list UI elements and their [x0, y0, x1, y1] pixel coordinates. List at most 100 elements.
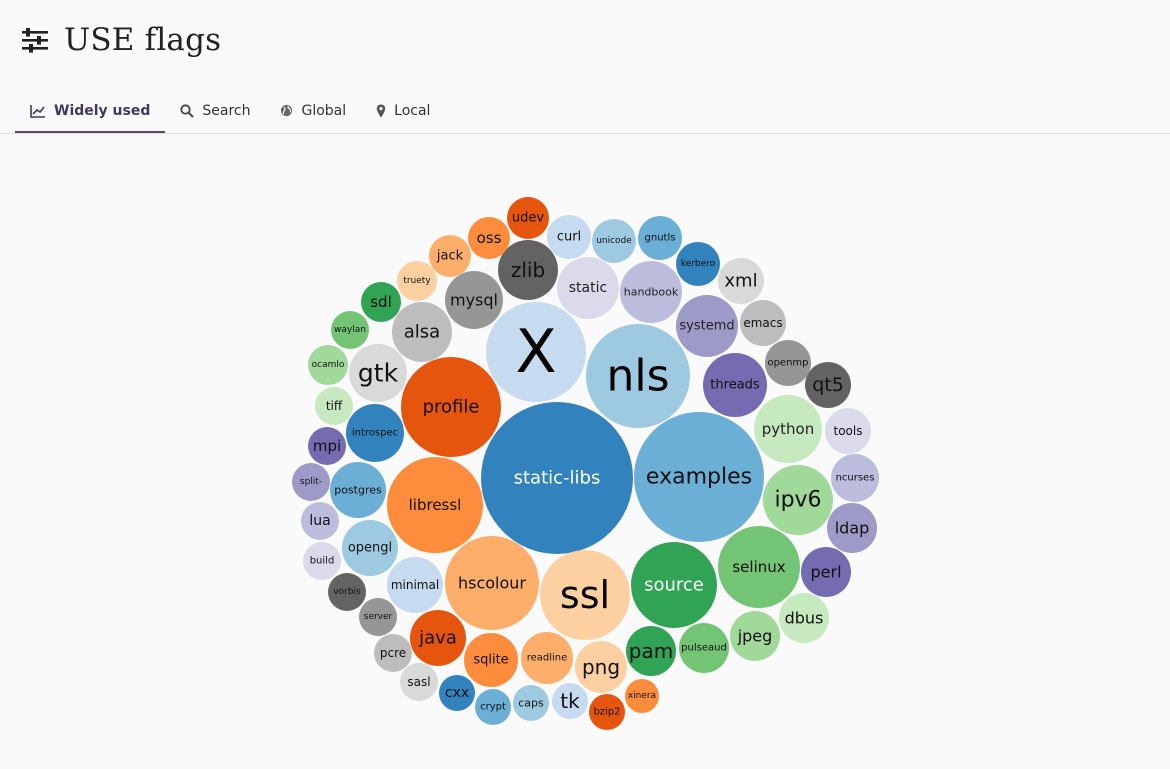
bubble-circle[interactable] — [754, 395, 822, 463]
bubble-sdl[interactable]: sdl — [361, 282, 401, 322]
bubble-systemd[interactable]: systemd — [676, 295, 738, 357]
bubble-java[interactable]: java — [410, 610, 466, 666]
bubble-circle[interactable] — [397, 261, 437, 301]
bubble-circle[interactable] — [547, 215, 591, 259]
bubble-ssl[interactable]: ssl — [540, 550, 630, 640]
bubble-circle[interactable] — [401, 357, 501, 457]
bubble-oss[interactable]: oss — [468, 217, 510, 259]
bubble-split[interactable]: split- — [292, 463, 330, 501]
bubble-circle[interactable] — [638, 216, 682, 260]
bubble-qt5[interactable]: qt5 — [805, 362, 851, 408]
bubble-circle[interactable] — [679, 623, 729, 673]
bubble-circle[interactable] — [521, 632, 573, 684]
bubble-zlib[interactable]: zlib — [498, 240, 558, 300]
bubble-python[interactable]: python — [754, 395, 822, 463]
bubble-mpi[interactable]: mpi — [308, 427, 346, 465]
bubble-server[interactable]: server — [359, 598, 397, 636]
bubble-circle[interactable] — [631, 542, 717, 628]
bubble-vorbis[interactable]: vorbis — [328, 573, 366, 611]
bubble-emacs[interactable]: emacs — [740, 300, 786, 346]
bubble-ipv6[interactable]: ipv6 — [763, 465, 833, 535]
bubble-examples[interactable]: examples — [634, 412, 764, 542]
bubble-circle[interactable] — [831, 454, 879, 502]
bubble-pam[interactable]: pam — [626, 626, 676, 676]
bubble-circle[interactable] — [429, 235, 471, 277]
bubble-circle[interactable] — [552, 683, 588, 719]
bubble-circle[interactable] — [308, 427, 346, 465]
bubble-pcre[interactable]: pcre — [374, 634, 412, 672]
bubble-circle[interactable] — [346, 404, 404, 462]
bubble-udev[interactable]: udev — [507, 197, 549, 239]
bubble-postgres[interactable]: postgres — [330, 462, 386, 518]
bubble-circle[interactable] — [498, 240, 558, 300]
bubble-circle[interactable] — [765, 340, 811, 386]
bubble-circle[interactable] — [740, 300, 786, 346]
bubble-jack[interactable]: jack — [429, 235, 471, 277]
bubble-circle[interactable] — [468, 217, 510, 259]
bubble-alsa[interactable]: alsa — [392, 302, 452, 362]
bubble-circle[interactable] — [540, 550, 630, 640]
tab-global[interactable]: Global — [265, 90, 361, 131]
bubble-circle[interactable] — [634, 412, 764, 542]
bubble-tiff[interactable]: tiff — [315, 387, 353, 425]
bubble-circle[interactable] — [410, 610, 466, 666]
bubble-circle[interactable] — [445, 271, 503, 329]
bubble-introspec[interactable]: introspec — [346, 404, 404, 462]
bubble-sasl[interactable]: sasl — [400, 663, 438, 701]
bubble-circle[interactable] — [315, 387, 353, 425]
bubble-circle[interactable] — [387, 457, 483, 553]
bubble-crypt[interactable]: crypt — [475, 689, 511, 725]
bubble-ocamlo[interactable]: ocamlo — [308, 345, 348, 385]
bubble-sqlite[interactable]: sqlite — [464, 633, 518, 687]
bubble-circle[interactable] — [439, 675, 475, 711]
bubble-circle[interactable] — [805, 362, 851, 408]
bubble-profile[interactable]: profile — [401, 357, 501, 457]
bubble-circle[interactable] — [387, 557, 443, 613]
bubble-static-libs[interactable]: static-libs — [481, 402, 633, 554]
bubble-readline[interactable]: readline — [521, 632, 573, 684]
bubble-pulseaud[interactable]: pulseaud — [679, 623, 729, 673]
bubble-circle[interactable] — [557, 257, 619, 319]
bubble-gtk[interactable]: gtk — [349, 344, 407, 402]
bubble-circle[interactable] — [342, 520, 398, 576]
bubble-truety[interactable]: truety — [397, 261, 437, 301]
bubble-circle[interactable] — [361, 282, 401, 322]
bubble-circle[interactable] — [301, 502, 339, 540]
bubble-circle[interactable] — [507, 197, 549, 239]
tab-widely-used[interactable]: Widely used — [15, 90, 166, 133]
bubble-circle[interactable] — [475, 689, 511, 725]
bubble-circle[interactable] — [586, 324, 690, 428]
bubble-source[interactable]: source — [631, 542, 717, 628]
bubble-jpeg[interactable]: jpeg — [730, 611, 780, 661]
bubble-ldap[interactable]: ldap — [827, 503, 877, 553]
bubble-xml[interactable]: xml — [718, 258, 764, 304]
bubble-circle[interactable] — [486, 302, 586, 402]
bubble-kerbero[interactable]: kerbero — [676, 242, 720, 286]
bubble-threads[interactable]: threads — [703, 353, 767, 417]
bubble-circle[interactable] — [400, 663, 438, 701]
bubble-circle[interactable] — [730, 611, 780, 661]
bubble-hscolour[interactable]: hscolour — [445, 536, 539, 630]
bubble-circle[interactable] — [620, 261, 682, 323]
bubble-circle[interactable] — [592, 219, 636, 263]
bubble-circle[interactable] — [827, 503, 877, 553]
bubble-circle[interactable] — [481, 402, 633, 554]
bubble-circle[interactable] — [330, 462, 386, 518]
bubble-xinera[interactable]: xinera — [625, 679, 659, 713]
bubble-cxx[interactable]: cxx — [439, 675, 475, 711]
bubble-circle[interactable] — [801, 547, 851, 597]
bubble-dbus[interactable]: dbus — [779, 593, 829, 643]
bubble-circle[interactable] — [513, 685, 549, 721]
bubble-circle[interactable] — [349, 344, 407, 402]
bubble-openmp[interactable]: openmp — [765, 340, 811, 386]
tab-local[interactable]: Local — [361, 90, 445, 131]
bubble-bzip2[interactable]: bzip2 — [589, 694, 625, 730]
bubble-circle[interactable] — [445, 536, 539, 630]
bubble-selinux[interactable]: selinux — [718, 526, 800, 608]
bubble-build[interactable]: build — [303, 542, 341, 580]
bubble-circle[interactable] — [374, 634, 412, 672]
bubble-caps[interactable]: caps — [513, 685, 549, 721]
bubble-circle[interactable] — [464, 633, 518, 687]
bubble-circle[interactable] — [328, 573, 366, 611]
bubble-nls[interactable]: nls — [586, 324, 690, 428]
